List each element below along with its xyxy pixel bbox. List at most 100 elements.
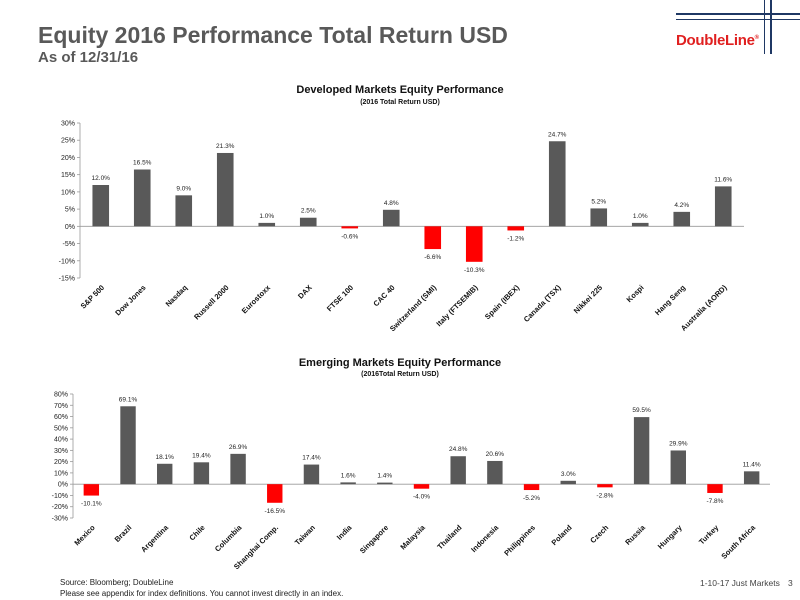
bar bbox=[299, 217, 317, 227]
bar bbox=[267, 484, 283, 503]
bar bbox=[340, 482, 356, 485]
data-label: 11.4% bbox=[743, 461, 761, 468]
category-label: Argentina bbox=[139, 522, 171, 554]
data-label: -6.6% bbox=[424, 254, 441, 261]
data-label: 3.0% bbox=[561, 471, 576, 478]
page-title: Equity 2016 Performance Total Return USD bbox=[38, 22, 508, 48]
bar bbox=[83, 484, 100, 496]
category-label: Nikkei 225 bbox=[572, 283, 604, 315]
category-label: Canada (TSX) bbox=[522, 283, 563, 324]
data-label: 18.1% bbox=[155, 454, 174, 461]
data-label: 24.8% bbox=[449, 446, 468, 453]
bar bbox=[597, 484, 613, 488]
bar bbox=[673, 211, 691, 227]
bar bbox=[413, 484, 430, 489]
logo-registered-mark: ® bbox=[754, 35, 759, 41]
data-label: 59.5% bbox=[632, 407, 651, 414]
bar bbox=[175, 195, 193, 227]
category-label: Indonesia bbox=[469, 522, 501, 554]
category-label: Australia (AORD) bbox=[679, 283, 729, 333]
data-label: -16.5% bbox=[264, 508, 285, 515]
bar bbox=[631, 222, 649, 227]
data-label: -10.3% bbox=[464, 267, 485, 274]
data-label: -10.1% bbox=[81, 501, 102, 508]
y-tick-label: 25% bbox=[61, 138, 75, 145]
developed-markets-chart: -15% -10% -5% 0% 5% 10% 15% 20% 25% 30% 12.0% S&P 5… bbox=[59, 121, 744, 333]
footer-report-name: 1-10-17 Just Markets bbox=[700, 578, 780, 588]
bar bbox=[92, 185, 110, 227]
y-tick-label: -5% bbox=[63, 241, 75, 248]
category-label: Hungary bbox=[656, 522, 684, 550]
data-label: -5.2% bbox=[523, 495, 540, 502]
y-tick-label: 40% bbox=[54, 437, 68, 444]
category-label: Turkey bbox=[697, 522, 721, 546]
category-label: Singapore bbox=[358, 523, 390, 555]
y-tick-label: 50% bbox=[54, 425, 68, 432]
bar bbox=[133, 169, 151, 227]
bar bbox=[548, 141, 566, 227]
data-label: 9.0% bbox=[176, 185, 191, 192]
category-label: Chile bbox=[187, 523, 206, 542]
category-label: Russia bbox=[623, 522, 647, 546]
bar bbox=[707, 484, 723, 493]
category-label: Kospi bbox=[625, 283, 646, 304]
data-label: 1.4% bbox=[377, 473, 392, 480]
category-label: India bbox=[335, 522, 354, 541]
bar bbox=[341, 226, 359, 229]
data-label: 1.0% bbox=[259, 213, 274, 220]
data-label: 11.6% bbox=[714, 176, 732, 183]
data-label: -7.8% bbox=[706, 498, 723, 505]
data-label: 19.4% bbox=[192, 452, 211, 459]
data-label: -0.6% bbox=[341, 233, 358, 240]
bar bbox=[382, 209, 400, 227]
category-label: Thailand bbox=[435, 523, 463, 551]
bar bbox=[120, 406, 136, 485]
footer-source: Source: Bloomberg; DoubleLine bbox=[60, 578, 174, 587]
category-label: Spain (IBEX) bbox=[483, 283, 522, 322]
bar bbox=[590, 208, 608, 227]
y-tick-label: 0% bbox=[58, 482, 68, 489]
y-tick-label: 30% bbox=[61, 121, 75, 128]
category-label: Czech bbox=[588, 523, 610, 545]
page-number: 3 bbox=[788, 578, 793, 588]
y-tick-label: 60% bbox=[54, 414, 68, 421]
y-tick-label: -20% bbox=[52, 504, 68, 511]
category-label: Taiwan bbox=[293, 523, 317, 547]
data-label: 29.9% bbox=[669, 440, 688, 447]
category-label: South Africa bbox=[719, 522, 757, 560]
data-label: 24.7% bbox=[548, 131, 567, 138]
data-label: 16.5% bbox=[133, 160, 152, 167]
y-tick-label: 30% bbox=[54, 448, 68, 455]
data-label: 20.6% bbox=[486, 451, 505, 458]
category-label: Italy (FTSEMIB) bbox=[434, 283, 480, 329]
category-label: Poland bbox=[550, 523, 574, 547]
bar bbox=[258, 222, 276, 227]
emerging-chart-subtitle: (2016Total Return USD) bbox=[361, 371, 439, 378]
category-label: Hang Seng bbox=[653, 283, 687, 317]
doubleline-logo: DoubleLine® bbox=[676, 32, 759, 49]
y-tick-label: 10% bbox=[61, 189, 75, 196]
y-tick-label: 10% bbox=[54, 470, 68, 477]
bar bbox=[424, 226, 442, 250]
y-tick-label: 0% bbox=[65, 224, 75, 231]
category-label: Nasdaq bbox=[164, 283, 190, 309]
category-label: FTSE 100 bbox=[325, 283, 355, 313]
bar bbox=[450, 456, 466, 485]
bar bbox=[216, 152, 234, 227]
category-label: Eurostoxx bbox=[240, 282, 273, 315]
bar bbox=[633, 417, 650, 485]
data-label: 17.4% bbox=[302, 455, 321, 462]
y-tick-label: 20% bbox=[54, 459, 68, 466]
category-label: S&P 500 bbox=[79, 283, 106, 310]
category-label: Philippines bbox=[502, 523, 537, 558]
y-tick-label: 15% bbox=[61, 172, 75, 179]
developed-chart-title: Developed Markets Equity Performance bbox=[296, 84, 504, 96]
y-tick-label: -10% bbox=[52, 493, 68, 500]
data-label: 21.3% bbox=[216, 143, 235, 150]
category-label: Russell 2000 bbox=[192, 283, 231, 322]
data-label: 2.5% bbox=[301, 208, 316, 215]
data-label: 5.2% bbox=[591, 198, 606, 205]
category-label: Columbia bbox=[213, 522, 244, 553]
data-label: 1.0% bbox=[633, 213, 648, 220]
category-label: Dow Jones bbox=[113, 283, 147, 317]
